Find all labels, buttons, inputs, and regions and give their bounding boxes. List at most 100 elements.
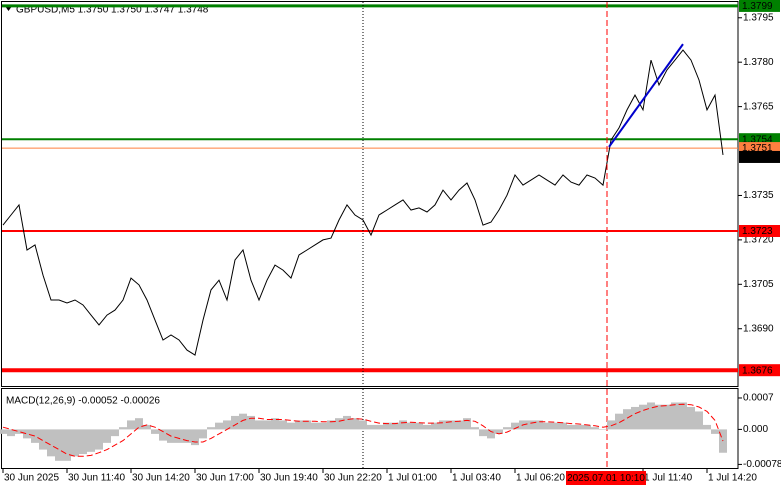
x-tick-label: 30 Jun 2025 bbox=[4, 473, 59, 484]
macd-bar bbox=[479, 429, 487, 437]
macd-bar bbox=[0, 429, 7, 434]
macd-bar bbox=[415, 422, 423, 430]
macd-bar bbox=[111, 429, 119, 437]
macd-bar bbox=[615, 413, 623, 430]
macd-bar bbox=[703, 424, 711, 430]
macd-bar bbox=[199, 429, 207, 439]
macd-bar bbox=[695, 411, 703, 430]
macd-bar bbox=[455, 420, 463, 430]
level-label: 1.3751 bbox=[742, 143, 773, 154]
macd-bar bbox=[207, 427, 215, 430]
level-label: 1.3754 bbox=[742, 134, 773, 145]
macd-bar bbox=[391, 422, 399, 430]
macd-bar bbox=[623, 409, 631, 430]
macd-bar bbox=[119, 427, 127, 430]
x-tick-label: 30 Jun 19:40 bbox=[260, 473, 318, 484]
macd-bar bbox=[583, 424, 591, 430]
macd-bar bbox=[303, 420, 311, 430]
macd-bar bbox=[159, 429, 167, 441]
macd-bar bbox=[247, 415, 255, 430]
y-tick-label: 1.3795 bbox=[743, 12, 774, 23]
y-tick-label: 1.3735 bbox=[743, 190, 774, 201]
macd-bar bbox=[375, 424, 383, 430]
macd-bar bbox=[319, 422, 327, 430]
x-tick-label: 30 Jun 22:20 bbox=[324, 473, 382, 484]
macd-bar bbox=[63, 429, 71, 461]
macd-bar bbox=[543, 422, 551, 430]
macd-bar bbox=[359, 420, 367, 430]
macd-bar bbox=[575, 424, 583, 430]
macd-bar bbox=[439, 420, 447, 430]
price-panel-frame bbox=[1, 1, 739, 387]
macd-bar bbox=[7, 429, 15, 437]
level-label-box bbox=[739, 364, 780, 377]
macd-bar bbox=[559, 422, 567, 430]
x-tick-label: 1 Jul 06:20 bbox=[516, 473, 565, 484]
macd-bar bbox=[79, 429, 87, 455]
macd-bar bbox=[231, 415, 239, 430]
macd-bar bbox=[567, 424, 575, 430]
last-price-box bbox=[739, 150, 780, 163]
macd-bar bbox=[351, 418, 359, 430]
signal-line bbox=[2, 403, 724, 457]
x-tick-label: 30 Jun 14:20 bbox=[132, 473, 190, 484]
level-label-box bbox=[739, 225, 780, 237]
x-tick-label: 1 Jul 01:00 bbox=[388, 473, 437, 484]
macd-bar bbox=[399, 420, 407, 430]
macd-bar bbox=[263, 420, 271, 430]
y-tick-label: 1.3720 bbox=[743, 235, 774, 246]
x-tick-label: 1 Jul 11:40 bbox=[644, 473, 693, 484]
macd-bar bbox=[431, 422, 439, 430]
macd-bar bbox=[631, 406, 639, 430]
macd-bar bbox=[95, 429, 103, 450]
y-tick-label: 1.3705 bbox=[743, 279, 774, 290]
macd-bar bbox=[471, 427, 479, 430]
x-tick-label: 1 Jul 14:20 bbox=[708, 473, 757, 484]
x-tick-label: 1 Jul 03:40 bbox=[452, 473, 501, 484]
macd-bar bbox=[31, 429, 39, 443]
chart-title: GBPUSD,M5 1.3750 1.3750 1.3747 1.3748 bbox=[16, 5, 209, 16]
macd-bar bbox=[383, 422, 391, 430]
macd-bar bbox=[39, 429, 47, 450]
y-tick-label: 1.3765 bbox=[743, 101, 774, 112]
macd-bar bbox=[423, 424, 431, 430]
macd-bar bbox=[175, 429, 183, 443]
macd-bar bbox=[503, 427, 511, 430]
macd-bar bbox=[535, 420, 543, 430]
level-label: 1.3799 bbox=[742, 1, 773, 12]
macd-bar bbox=[343, 415, 351, 430]
macd-bar bbox=[527, 420, 535, 430]
level-label: 1.3676 bbox=[742, 365, 773, 376]
macd-bar bbox=[295, 420, 303, 430]
macd-bar bbox=[15, 429, 23, 434]
macd-bar bbox=[599, 429, 607, 430]
macd-bar bbox=[591, 427, 599, 430]
y-tick-label: 1.3690 bbox=[743, 323, 774, 334]
macd-bar bbox=[135, 418, 143, 430]
last-price-label: 1.3748 bbox=[742, 152, 773, 163]
macd-bar bbox=[367, 424, 375, 430]
macd-bar bbox=[271, 418, 279, 430]
y-tick-label: -0.00078 bbox=[743, 459, 781, 470]
macd-bar bbox=[191, 429, 199, 446]
macd-panel-frame bbox=[1, 388, 739, 469]
macd-bar bbox=[679, 402, 687, 430]
macd-bar bbox=[239, 413, 247, 430]
macd-bar bbox=[327, 420, 335, 430]
x-tick-label: 30 Jun 17:00 bbox=[196, 473, 254, 484]
macd-bar bbox=[23, 429, 31, 439]
y-tick-label: 1.3780 bbox=[743, 57, 774, 68]
macd-bar bbox=[335, 418, 343, 430]
y-tick-label: 0.000 bbox=[743, 424, 768, 435]
macd-bar bbox=[671, 402, 679, 430]
macd-bar bbox=[647, 402, 655, 430]
macd-bar bbox=[71, 429, 79, 457]
macd-bar bbox=[255, 420, 263, 430]
macd-bar bbox=[511, 422, 519, 430]
macd-bar bbox=[663, 404, 671, 430]
macd-bar bbox=[287, 422, 295, 430]
macd-bar bbox=[47, 429, 55, 457]
trend-line bbox=[608, 43, 684, 148]
